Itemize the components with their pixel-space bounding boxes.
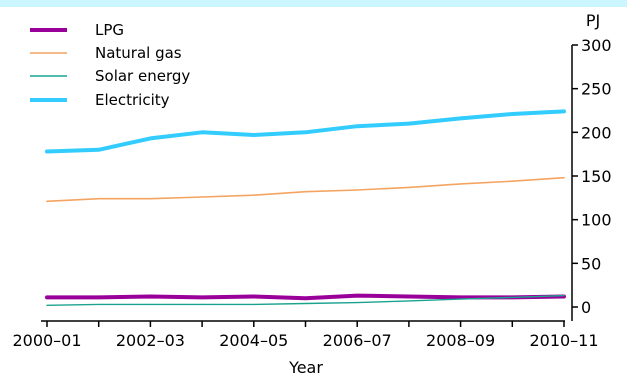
y-tick-label: 200 xyxy=(581,123,612,142)
y-tick-label: 300 xyxy=(581,36,612,55)
header-band xyxy=(0,0,627,7)
x-tick-label: 2000–01 xyxy=(12,331,81,350)
series-line-natural-gas xyxy=(46,176,565,203)
x-tick-label: 2006–07 xyxy=(323,331,392,350)
x-tick-label: 2010–11 xyxy=(529,331,598,350)
legend-label-lpg: LPG xyxy=(95,21,124,39)
x-tick-label: 2002–03 xyxy=(116,331,185,350)
legend: LPG Natural gas Solar energy Electricity xyxy=(30,21,190,109)
legend-label-natural-gas: Natural gas xyxy=(95,44,182,62)
y-tick-label: 50 xyxy=(581,254,601,273)
series-line-electricity xyxy=(45,109,566,154)
legend-label-electricity: Electricity xyxy=(95,91,170,109)
series-line-solar-energy xyxy=(46,294,565,306)
x-axis-title: Year xyxy=(288,358,323,376)
x-tick-label: 2004–05 xyxy=(219,331,288,350)
y-tick-label: 0 xyxy=(581,298,591,317)
series-line-lpg xyxy=(45,293,566,301)
y-tick-label: 150 xyxy=(581,167,612,186)
axes: 0 50 100 150 200 250 300 2000–01 2002–03 2004–05 2… xyxy=(12,36,611,350)
y-axis-title: PJ xyxy=(586,11,600,30)
x-tick-label: 2008–09 xyxy=(426,331,495,350)
y-tick-label: 250 xyxy=(581,80,612,99)
legend-label-solar-energy: Solar energy xyxy=(95,67,190,85)
y-tick-label: 100 xyxy=(581,211,612,230)
series-layer xyxy=(45,109,566,306)
